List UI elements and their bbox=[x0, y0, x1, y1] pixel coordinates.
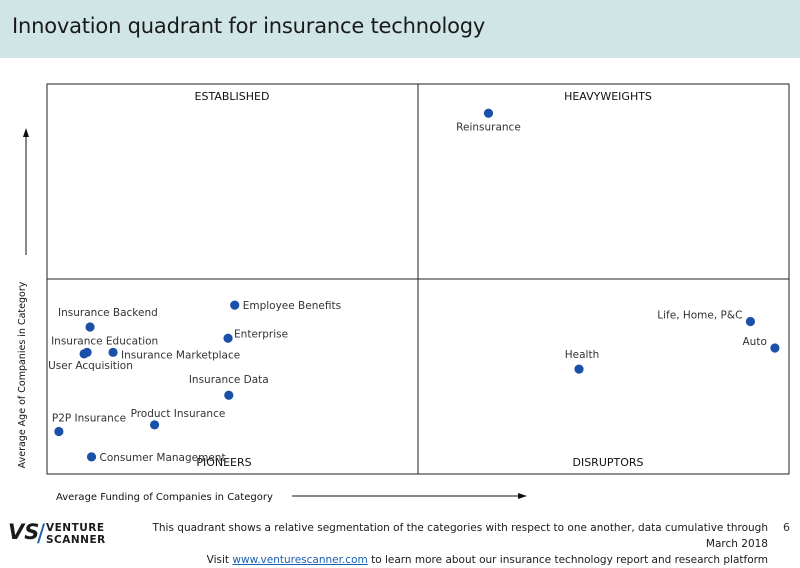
footer-prefix: Visit bbox=[206, 554, 233, 566]
y-axis-label: Average Age of Companies in Category bbox=[17, 281, 28, 468]
point-label-enterprise: Enterprise bbox=[234, 328, 288, 340]
point-label-user-acquisition: User Acquisition bbox=[48, 360, 133, 372]
point-label-product-insurance: Product Insurance bbox=[131, 408, 226, 420]
logo-mark: VS bbox=[8, 520, 40, 544]
point-label-consumer-management: Consumer Management bbox=[100, 452, 226, 464]
point-user-acquisition bbox=[79, 349, 89, 359]
point-auto bbox=[770, 343, 780, 353]
footer-note-line1: This quadrant shows a relative segmentat… bbox=[152, 522, 768, 550]
point-life-home-p-c bbox=[745, 316, 756, 327]
point-health bbox=[574, 364, 584, 374]
quadrant-label-heavyweights: HEAVYWEIGHTS bbox=[564, 90, 652, 103]
logo-slash-icon: / bbox=[37, 519, 46, 547]
quadrant-label-disruptors: DISRUPTORS bbox=[572, 456, 643, 469]
website-link[interactable]: www.venturescanner.com bbox=[232, 554, 368, 566]
quadrant-label-pioneers: PIONEERS bbox=[196, 456, 251, 469]
point-label-reinsurance: Reinsurance bbox=[456, 121, 521, 133]
logo-wordmark: VENTURE SCANNER bbox=[46, 522, 106, 546]
point-consumer-management bbox=[86, 452, 97, 462]
point-label-life-home-p-c: Life, Home, P&C bbox=[657, 310, 742, 322]
point-employee-benefits bbox=[230, 300, 240, 310]
point-reinsurance bbox=[483, 108, 494, 118]
point-label-insurance-marketplace: Insurance Marketplace bbox=[121, 349, 240, 361]
logo-line2: SCANNER bbox=[46, 534, 106, 546]
point-label-insurance-backend: Insurance Backend bbox=[58, 307, 158, 319]
footer-suffix: to learn more about our insurance techno… bbox=[367, 554, 768, 566]
point-insurance-backend bbox=[85, 322, 95, 332]
data-points: Reinsurance Employee Benefits Insurance Ba… bbox=[48, 108, 780, 464]
point-label-insurance-data: Insurance Data bbox=[189, 374, 269, 386]
page-number: 6 bbox=[783, 521, 790, 534]
page-title: Innovation quadrant for insurance techno… bbox=[12, 14, 486, 38]
quadrant-chart: ESTABLISHED HEAVYWEIGHTS PIONEERS DISRUP… bbox=[17, 83, 790, 503]
point-enterprise bbox=[223, 333, 233, 343]
x-axis-arrowhead bbox=[518, 493, 527, 499]
quadrant-label-established: ESTABLISHED bbox=[195, 90, 270, 103]
x-axis-label: Average Funding of Companies in Category bbox=[56, 492, 273, 503]
point-insurance-marketplace bbox=[108, 347, 118, 357]
logo-line1: VENTURE bbox=[46, 522, 105, 534]
footer-note-line2: Visit www.venturescanner.com to learn mo… bbox=[140, 552, 768, 568]
point-p2p-insurance bbox=[54, 426, 64, 437]
point-label-health: Health bbox=[565, 349, 599, 361]
point-insurance-data bbox=[224, 390, 234, 400]
point-label-employee-benefits: Employee Benefits bbox=[243, 300, 341, 312]
point-label-insurance-education: Insurance Education bbox=[51, 335, 158, 347]
y-axis-arrowhead bbox=[23, 128, 29, 137]
point-label-p2p-insurance: P2P Insurance bbox=[52, 412, 126, 424]
footer-note: This quadrant shows a relative segmentat… bbox=[140, 520, 768, 568]
point-product-insurance bbox=[149, 420, 160, 430]
point-label-auto: Auto bbox=[743, 336, 767, 348]
header-bar: Innovation quadrant for insurance techno… bbox=[0, 0, 800, 58]
